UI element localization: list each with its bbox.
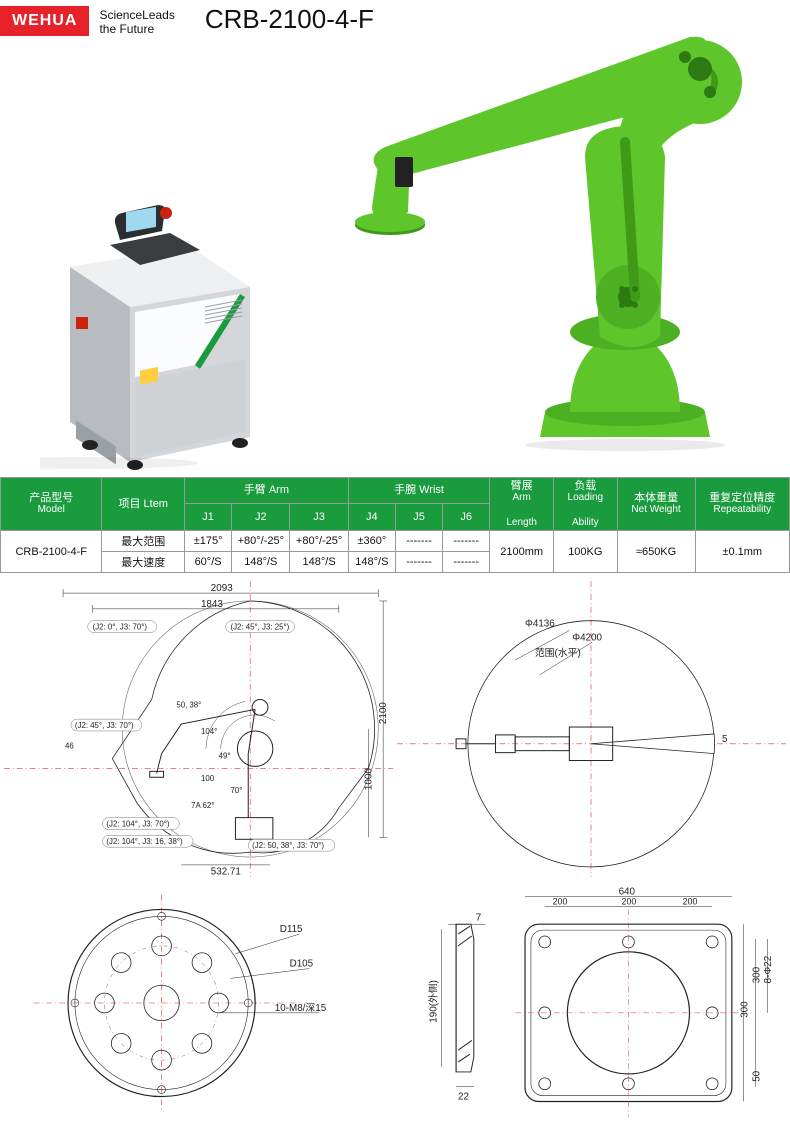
d1-ann6: 49° xyxy=(219,752,231,761)
d1-ann1: (J2: 45°, J3: 25°) xyxy=(231,623,290,632)
d3-l1: D105 xyxy=(290,959,314,970)
d1-1843: 1843 xyxy=(201,599,223,610)
d4-7: 7 xyxy=(476,912,481,923)
d1-ann2: 50, 38° xyxy=(176,700,201,709)
cell-speed-j2: 148°/S xyxy=(232,552,290,573)
cell-range-j2: +80°/-25° xyxy=(232,531,290,552)
tagline-line1: ScienceLeads xyxy=(99,8,174,22)
d4-s2: 300 xyxy=(751,966,762,983)
d4-190: 190(外侧) xyxy=(426,980,439,1023)
d1-ann4: 104° xyxy=(201,727,217,736)
diagram-top-envelope: Φ4136 Φ4200 范围(水平) 5 xyxy=(397,579,786,879)
brand-logo: WEHUA xyxy=(0,6,89,36)
cell-speed-j5: ------- xyxy=(395,552,442,573)
d1-ann9: (J2: 104°, J3: 16, 38°) xyxy=(106,837,183,846)
cell-row1-label: 最大范围 xyxy=(102,531,185,552)
th-j1: J1 xyxy=(185,504,232,531)
th-armlen-cn: 臂展 xyxy=(511,480,533,492)
d1-2100: 2100 xyxy=(378,702,389,724)
d1-ann11: 100 xyxy=(201,774,215,783)
cell-speed-j3: 148°/S xyxy=(290,552,348,573)
d4-t2: 200 xyxy=(622,897,637,907)
d1-ann8: (J2: 50, 38°, J3: 70°) xyxy=(252,841,324,850)
d1-ann3: (J2: 45°, J3: 70°) xyxy=(75,721,134,730)
cell-model: CRB-2100-4-F xyxy=(1,531,102,573)
cell-speed-j6: ------- xyxy=(443,552,490,573)
th-arm-en: Arm xyxy=(269,484,289,496)
cell-row2-label: 最大速度 xyxy=(102,552,185,573)
d2-5: 5 xyxy=(722,734,728,745)
cell-repeat: ±0.1mm xyxy=(695,531,790,573)
d4-22: 22 xyxy=(458,1092,469,1103)
th-j6: J6 xyxy=(443,504,490,531)
th-repeat-en: Repeatability xyxy=(697,504,789,516)
d1-ann7: (J2: 104°, J3: 70°) xyxy=(106,820,169,829)
cell-weight: ≈650KG xyxy=(617,531,695,573)
th-j2: J2 xyxy=(232,504,290,531)
th-arm-cn: 手臂 xyxy=(244,484,266,496)
th-weight-cn: 本体重量 xyxy=(634,492,678,504)
cell-speed-j4: 148°/S xyxy=(348,552,395,573)
th-wrist-en: Wrist xyxy=(419,484,444,496)
product-render-area xyxy=(0,37,790,477)
th-wrist-cn: 手腕 xyxy=(394,484,416,496)
technical-diagrams: 2093 1843 (J2: 0°, J3: 70°) (J2: 45°, J3… xyxy=(0,573,790,1133)
cell-speed-j1: 60°/S xyxy=(185,552,232,573)
d4-s0: 300 xyxy=(740,1001,751,1018)
th-armlen-en2: Length xyxy=(491,517,552,529)
robot-arm-illustration xyxy=(280,0,780,477)
th-j3: J3 xyxy=(290,504,348,531)
control-cabinet-illustration xyxy=(40,197,270,477)
th-item-en: Ltem xyxy=(144,498,168,510)
d1-bottom: 532.71 xyxy=(211,867,241,878)
tagline: ScienceLeads the Future xyxy=(99,8,174,37)
d3-l0: D115 xyxy=(280,924,303,935)
d1-ann0: (J2: 0°, J3: 70°) xyxy=(93,623,148,632)
th-armlen-en1: Arm xyxy=(491,492,552,504)
th-load-cn: 负载 xyxy=(574,480,596,492)
th-item-cn: 项目 xyxy=(118,498,140,510)
cell-range-j3: +80°/-25° xyxy=(290,531,348,552)
d1-ann12: 46 xyxy=(65,742,74,751)
th-load-en1: Loading xyxy=(555,492,616,504)
spec-table: 产品型号Model 项目 Ltem 手臂 Arm 手腕 Wrist 臂展ArmL… xyxy=(0,477,790,573)
cell-range-j1: ±175° xyxy=(185,531,232,552)
d1-ann10: 7A 62° xyxy=(191,801,214,810)
th-model-en: Model xyxy=(2,504,100,516)
th-repeat-cn: 重复定位精度 xyxy=(709,492,775,504)
th-load-en2: Ability xyxy=(555,517,616,529)
d2-range: 范围(水平) xyxy=(535,646,581,659)
d4-t3: 200 xyxy=(683,897,698,907)
d2-phi2: Φ4200 xyxy=(572,632,602,643)
th-j4: J4 xyxy=(348,504,395,531)
diagram-base: 7 22 190(外侧) xyxy=(397,883,786,1123)
d1-1000: 1000 xyxy=(363,768,374,790)
th-model-cn: 产品型号 xyxy=(29,492,73,504)
th-j5: J5 xyxy=(395,504,442,531)
d4-s1: 50 xyxy=(751,1070,762,1081)
cell-range-j6: ------- xyxy=(443,531,490,552)
cell-load: 100KG xyxy=(553,531,617,573)
cell-range-j4: ±360° xyxy=(348,531,395,552)
cell-range-j5: ------- xyxy=(395,531,442,552)
cell-armlen: 2100mm xyxy=(490,531,554,573)
d1-ann5: 70° xyxy=(231,786,243,795)
d3-l2: 10-M8/深15 xyxy=(275,1002,327,1014)
d1-top: 2093 xyxy=(211,583,233,594)
d2-phi1: Φ4136 xyxy=(525,619,555,630)
d4-s3: 8-Φ22 xyxy=(763,956,774,984)
th-weight-en: Net Weight xyxy=(619,504,694,516)
diagram-flange: D115 D105 10-M8/深15 xyxy=(4,883,393,1123)
diagram-side-envelope: 2093 1843 (J2: 0°, J3: 70°) (J2: 45°, J3… xyxy=(4,579,393,879)
tagline-line2: the Future xyxy=(99,22,174,36)
d4-t1: 200 xyxy=(553,897,568,907)
